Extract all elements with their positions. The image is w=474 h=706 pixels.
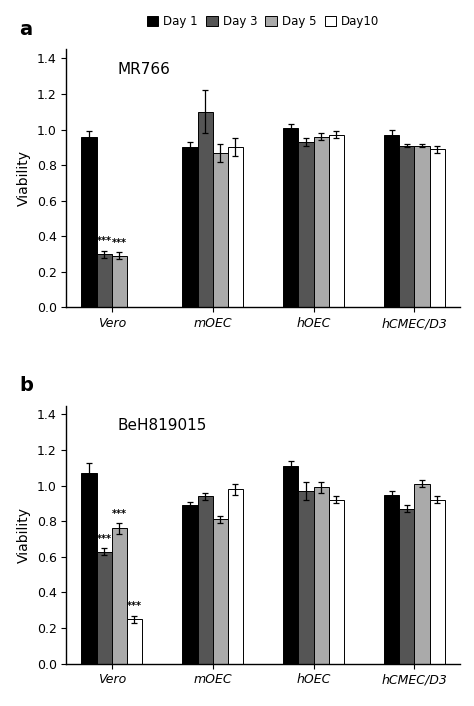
Bar xyxy=(213,520,228,664)
Text: BeH819015: BeH819015 xyxy=(118,419,207,433)
Bar xyxy=(228,148,243,308)
Bar xyxy=(328,135,344,308)
Bar xyxy=(97,551,112,664)
Bar xyxy=(384,495,399,664)
Bar xyxy=(112,528,127,664)
Bar xyxy=(283,466,298,664)
Bar xyxy=(283,128,298,308)
Text: ***: *** xyxy=(127,601,142,611)
Bar xyxy=(97,254,112,308)
Y-axis label: Viability: Viability xyxy=(17,507,31,563)
Y-axis label: Viability: Viability xyxy=(17,150,31,206)
Bar xyxy=(198,112,213,308)
Bar xyxy=(429,149,445,308)
Bar xyxy=(298,142,313,308)
Bar xyxy=(384,135,399,308)
Bar xyxy=(313,137,328,308)
Bar xyxy=(182,505,198,664)
Bar xyxy=(213,152,228,308)
Bar xyxy=(414,145,429,308)
Legend: Day 1, Day 3, Day 5, Day10: Day 1, Day 3, Day 5, Day10 xyxy=(146,15,380,28)
Bar xyxy=(328,500,344,664)
Bar xyxy=(429,500,445,664)
Bar xyxy=(198,496,213,664)
Bar xyxy=(399,509,414,664)
Bar xyxy=(313,487,328,664)
Bar xyxy=(414,484,429,664)
Bar xyxy=(182,148,198,308)
Text: ***: *** xyxy=(112,508,127,519)
Bar xyxy=(298,491,313,664)
Bar xyxy=(82,137,97,308)
Bar xyxy=(228,489,243,664)
Text: b: b xyxy=(19,376,33,395)
Bar xyxy=(127,619,142,664)
Text: ***: *** xyxy=(97,236,112,246)
Text: a: a xyxy=(19,20,32,39)
Bar xyxy=(112,256,127,308)
Bar xyxy=(399,145,414,308)
Bar xyxy=(82,473,97,664)
Text: MR766: MR766 xyxy=(118,62,170,78)
Text: ***: *** xyxy=(112,238,127,248)
Text: ***: *** xyxy=(97,534,112,544)
